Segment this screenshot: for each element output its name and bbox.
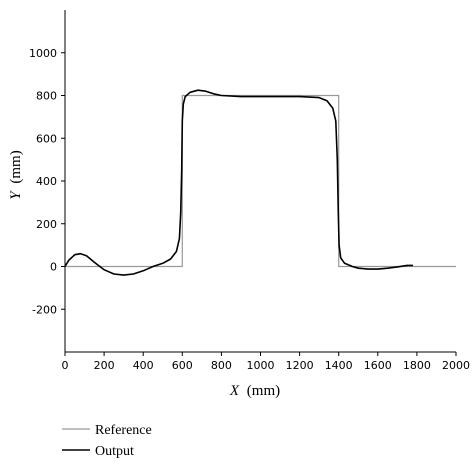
x-tick-label: 1000 (247, 359, 275, 372)
x-axis-title: X (mm) (229, 383, 280, 399)
plot-area (64, 89, 456, 276)
y-tick-label: -200 (32, 303, 57, 316)
y-tick-label: 400 (36, 175, 57, 188)
y-axis-unit: (mm) (8, 150, 24, 183)
x-tick-label: 600 (172, 359, 193, 372)
x-tick-label: 1800 (403, 359, 431, 372)
x-tick-label: 0 (62, 359, 69, 372)
x-axis-variable: X (229, 383, 240, 399)
series-line-output (64, 89, 413, 276)
x-axis-unit: (mm) (247, 383, 280, 399)
x-tick-label: 1200 (286, 359, 314, 372)
x-tick-label: 800 (211, 359, 232, 372)
y-tick-label: 0 (50, 261, 57, 274)
legend-label-reference: Reference (95, 423, 152, 438)
x-tick-label: 1400 (325, 359, 353, 372)
ticks: 0 200 400 600 800 1000 1200 1400 1600 1800 2000-20… (29, 47, 470, 372)
legend-label-output: Output (95, 444, 134, 459)
axes (64, 10, 456, 353)
x-tick-label: 400 (133, 359, 154, 372)
series-line-reference (65, 94, 456, 268)
x-tick-label: 2000 (442, 359, 470, 372)
y-tick-label: 1000 (29, 47, 57, 60)
x-tick-label: 1600 (364, 359, 392, 372)
y-tick-label: 800 (36, 90, 57, 103)
y-tick-label: 600 (36, 132, 57, 145)
legend: Reference Output (62, 423, 152, 459)
y-tick-label: 200 (36, 218, 57, 231)
y-axis-variable: Y (8, 190, 24, 200)
y-axis-title: Y (mm) (8, 150, 24, 199)
x-tick-label: 200 (94, 359, 115, 372)
